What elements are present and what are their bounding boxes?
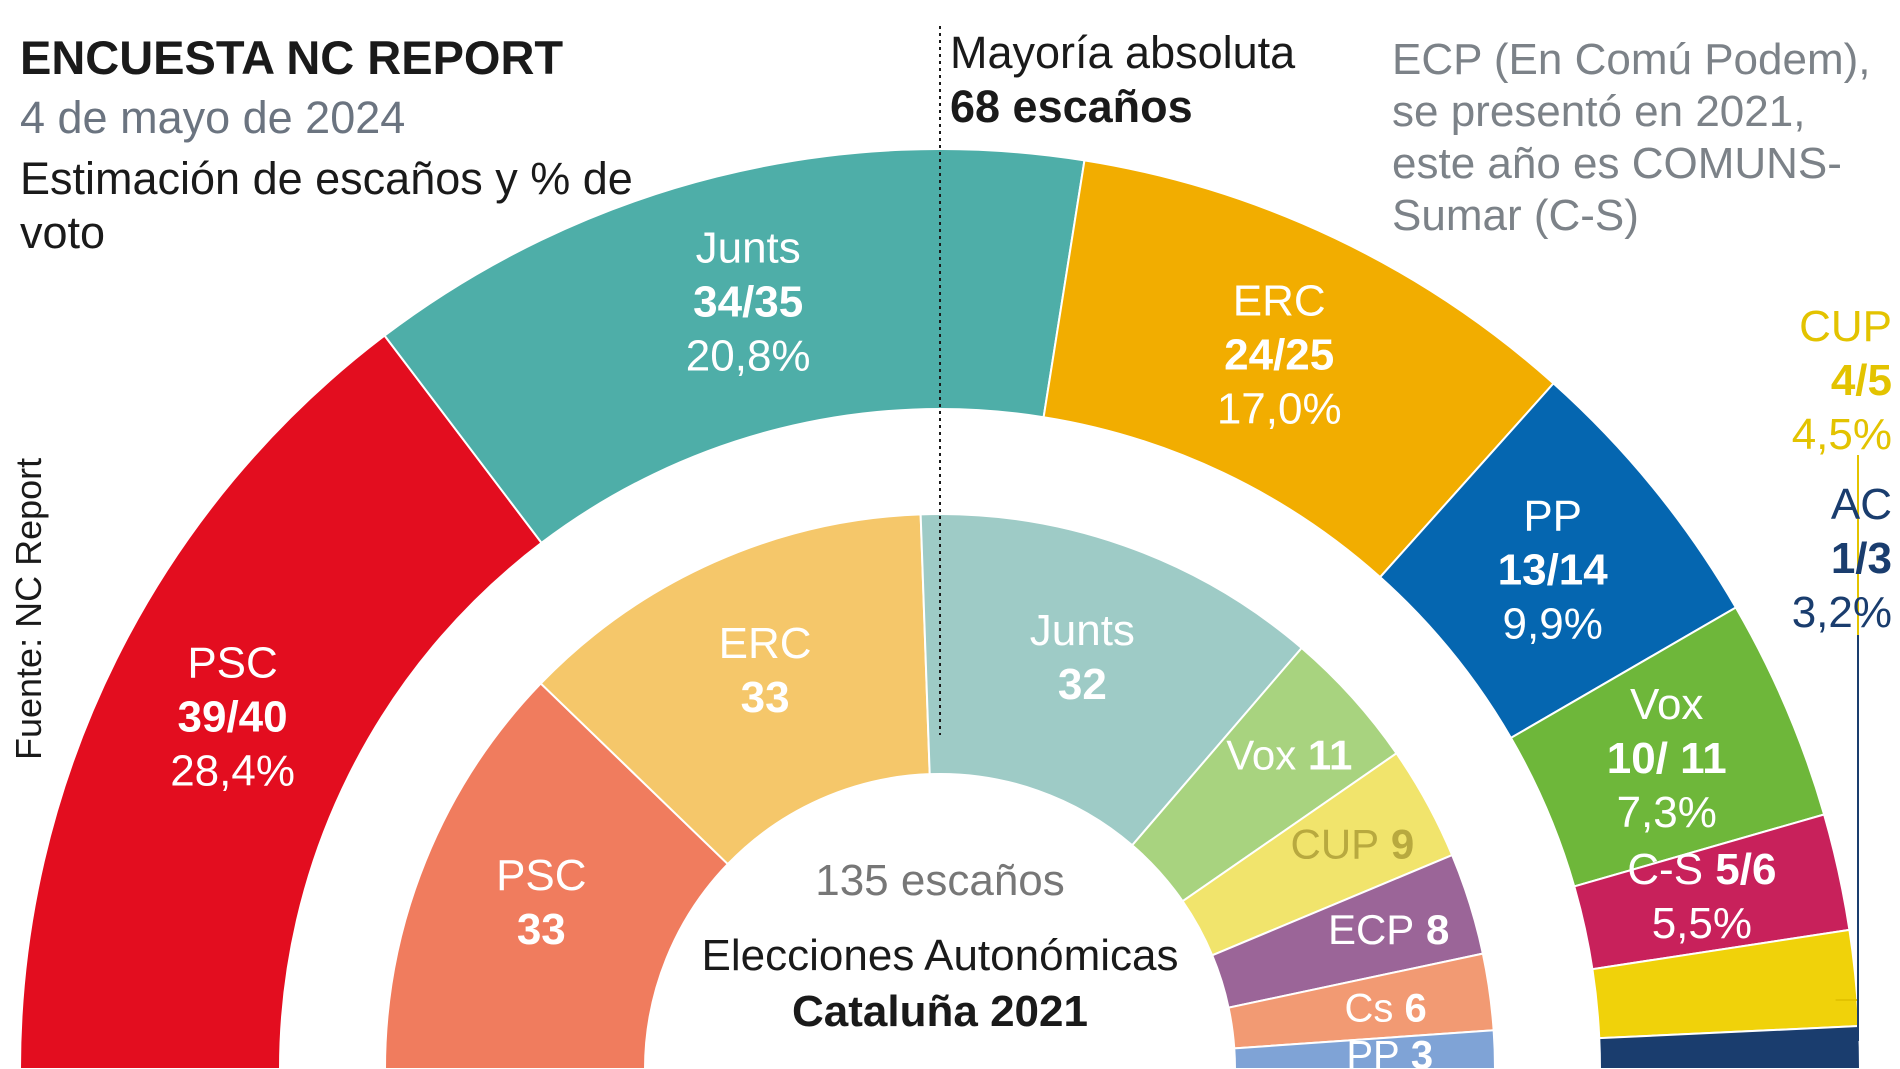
outer-label-erc-vote: 17,0% — [1217, 385, 1342, 434]
inner-label-pp: PP 3 — [1346, 1033, 1433, 1069]
inner-label-psc-name: PSC — [496, 851, 586, 900]
majority-label: Mayoría absoluta — [950, 27, 1296, 78]
inner-label-vox: Vox 11 — [1226, 732, 1352, 779]
inner-segment-pp — [1233, 1029, 1497, 1069]
inner-label-ecp: ECP 8 — [1328, 906, 1449, 953]
ac-party-label: AC — [1830, 480, 1892, 529]
cup-seats-label: 4/5 — [1830, 356, 1892, 405]
inner-label-junts-name: Junts — [1030, 606, 1135, 655]
external-label-connectors — [1835, 455, 1859, 1041]
inner-label-junts-seats: 32 — [1058, 660, 1107, 709]
cup-party-label: CUP — [1799, 302, 1892, 351]
outer-label-pp-vote: 9,9% — [1503, 599, 1603, 648]
inner-ring — [383, 513, 1497, 1069]
outer-ring — [18, 148, 1862, 1069]
outer-label-psc-name: PSC — [187, 638, 277, 687]
inner-label-erc-name: ERC — [719, 619, 812, 668]
inner-total-seats-label: 135 escaños — [815, 856, 1065, 905]
ac-vote-label: 3,2% — [1791, 588, 1892, 637]
inner-segment-junts — [919, 513, 1304, 847]
inner-label-cs: Cs 6 — [1344, 986, 1426, 1030]
majority-value: 68 escaños — [950, 81, 1193, 132]
outer-label-junts-seats: 34/35 — [693, 278, 803, 327]
inner-label-cup: CUP 9 — [1291, 821, 1415, 868]
outer-label-c-s-vote: 5,5% — [1652, 899, 1752, 948]
inner-segment-psc — [383, 682, 730, 1069]
chart-date: 4 de mayo de 2024 — [20, 92, 406, 143]
ac-connector — [1839, 635, 1859, 1041]
outer-label-erc-name: ERC — [1233, 277, 1326, 326]
outer-label-vox-name: Vox — [1630, 680, 1703, 729]
outer-label-pp-name: PP — [1523, 491, 1582, 540]
outer-label-c-s-name-seats: C-S 5/6 — [1627, 845, 1776, 894]
external-label-ac: AC 1/3 3,2% — [1652, 478, 1892, 640]
outer-label-psc-seats: 39/40 — [178, 692, 288, 741]
inner-election-line1: Elecciones Autonómicas — [702, 931, 1179, 980]
ac-seats-label: 1/3 — [1830, 534, 1892, 583]
outer-segment-ac — [1598, 1024, 1862, 1069]
inner-label-erc-seats: 33 — [741, 673, 790, 722]
inner-election-line2: Cataluña 2021 — [792, 987, 1088, 1036]
external-label-cup: CUP 4/5 4,5% — [1652, 300, 1892, 462]
outer-label-junts-name: Junts — [696, 224, 801, 273]
chart-title: ENCUESTA NC REPORT — [20, 31, 564, 84]
ecp-note: ECP (En Comú Podem), se presentó en 2021… — [1392, 35, 1871, 240]
cup-vote-label: 4,5% — [1791, 410, 1892, 459]
chart-description: Estimación de escaños y % de voto — [20, 153, 633, 258]
majority-annotation: Mayoría absoluta 68 escaños — [950, 26, 1295, 134]
outer-label-junts-vote: 20,8% — [686, 332, 811, 381]
outer-label-vox-seats: 10/ 11 — [1607, 734, 1727, 783]
source-credit: Fuente: NC Report — [8, 457, 49, 760]
outer-segment-junts — [383, 148, 1086, 545]
segment-labels: PSC 39/40 28,4% Junts 34/35 20,8% ERC 24/25 17,0… — [170, 224, 1776, 1069]
outer-label-erc-seats: 24/25 — [1224, 331, 1334, 380]
outer-segment-psc — [18, 334, 543, 1069]
inner-segment-erc — [539, 513, 931, 866]
outer-label-pp-seats: 13/14 — [1498, 545, 1609, 594]
outer-label-psc-vote: 28,4% — [170, 746, 295, 795]
outer-label-vox-vote: 7,3% — [1617, 788, 1717, 837]
inner-label-psc-seats: 33 — [517, 905, 566, 954]
